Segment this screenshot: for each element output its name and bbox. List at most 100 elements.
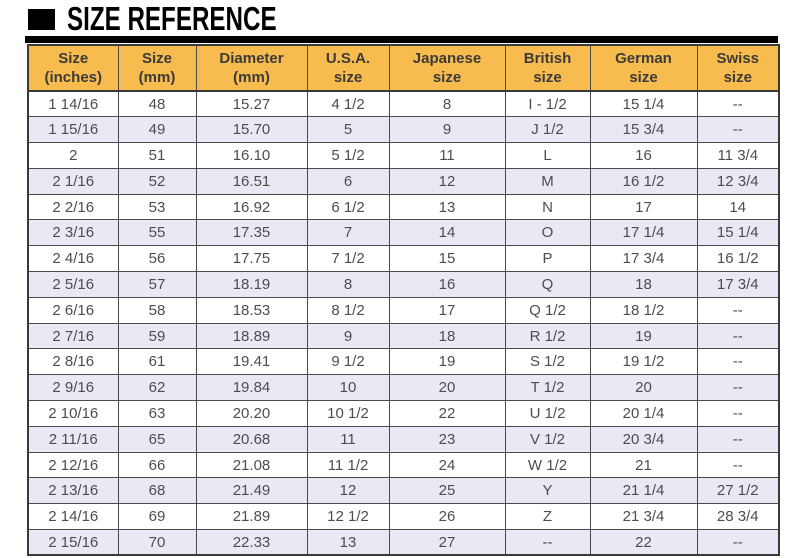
table-cell: -- xyxy=(696,400,780,427)
table-cell: -- xyxy=(696,90,780,118)
table-cell: 17.35 xyxy=(195,219,308,247)
table-cell: -- xyxy=(696,296,780,324)
table-cell: 55 xyxy=(117,219,197,247)
table-cell: 2 10/16 xyxy=(27,400,119,427)
table-cell: W 1/2 xyxy=(504,451,591,479)
table-cell: 14 xyxy=(696,193,780,221)
table-cell: 18 xyxy=(388,322,506,350)
table-cell: 2 7/16 xyxy=(27,322,119,350)
table-cell: 9 xyxy=(306,322,390,350)
column-header: Diameter (mm) xyxy=(195,44,308,92)
table-cell: 15 3/4 xyxy=(589,116,698,144)
black-square-icon xyxy=(28,8,55,30)
table-cell: 56 xyxy=(117,245,197,273)
table-cell: 48 xyxy=(117,90,197,118)
table-cell: 21 1/4 xyxy=(589,477,698,505)
table-cell: 70 xyxy=(117,529,197,556)
table-cell: 5 1/2 xyxy=(306,142,390,169)
column-header: Japanese size xyxy=(388,44,506,92)
table-cell: 11 1/2 xyxy=(306,451,390,479)
table-cell: -- xyxy=(696,425,780,453)
size-table: Size (inches) Size (mm) Diameter (mm) U.S.A… xyxy=(27,44,780,557)
table-cell: V 1/2 xyxy=(504,425,591,453)
table-cell: -- xyxy=(696,451,780,479)
table-cell: 15 1/4 xyxy=(589,90,698,118)
table-cell: 2 xyxy=(27,142,119,169)
table-cell: 2 11/16 xyxy=(27,425,119,453)
table-cell: 53 xyxy=(117,193,197,221)
table-cell: 18 xyxy=(589,271,698,298)
table-cell: 16 xyxy=(589,142,698,169)
table-cell: 16.92 xyxy=(195,193,308,221)
column-header: Swiss size xyxy=(696,44,780,92)
table-cell: 16.10 xyxy=(195,142,308,169)
table-cell: 17.75 xyxy=(195,245,308,273)
table-cell: 1 14/16 xyxy=(27,90,119,118)
table-cell: 15 1/4 xyxy=(696,219,780,247)
table-cell: 15.27 xyxy=(195,90,308,118)
table-row: 2 13/16 68 21.49 12 25 Y 21 1/4 27 1/2 xyxy=(27,477,780,505)
table-cell: 2 9/16 xyxy=(27,374,119,402)
table-cell: -- xyxy=(696,322,780,350)
table-cell: 2 2/16 xyxy=(27,193,119,221)
table-cell: 2 6/16 xyxy=(27,296,119,324)
table-cell: 21 xyxy=(589,451,698,479)
table-cell: 57 xyxy=(117,271,197,298)
table-cell: 26 xyxy=(388,503,506,531)
table-cell: 8 xyxy=(388,90,506,118)
title-divider xyxy=(25,36,778,43)
column-header: British size xyxy=(504,44,591,92)
table-cell: 25 xyxy=(388,477,506,505)
table-cell: 23 xyxy=(388,425,506,453)
table-row: 2 6/16 58 18.53 8 1/2 17 Q 1/2 18 1/2 -- xyxy=(27,296,780,324)
table-cell: 12 1/2 xyxy=(306,503,390,531)
table-cell: 68 xyxy=(117,477,197,505)
table-cell: 51 xyxy=(117,142,197,169)
table-cell: 62 xyxy=(117,374,197,402)
table-cell: O xyxy=(504,219,591,247)
table-cell: 2 13/16 xyxy=(27,477,119,505)
column-header: U.S.A. size xyxy=(306,44,390,92)
table-cell: 13 xyxy=(306,529,390,556)
table-cell: 18 1/2 xyxy=(589,296,698,324)
table-cell: 21.08 xyxy=(195,451,308,479)
table-cell: 20 3/4 xyxy=(589,425,698,453)
table-cell: 63 xyxy=(117,400,197,427)
page-title: SIZE REFERENCE xyxy=(67,0,277,38)
table-cell: 66 xyxy=(117,451,197,479)
table-cell: 2 15/16 xyxy=(27,529,119,556)
table-cell: 2 4/16 xyxy=(27,245,119,273)
table-cell: 49 xyxy=(117,116,197,144)
table-row: 2 11/16 65 20.68 11 23 V 1/2 20 3/4 -- xyxy=(27,425,780,453)
table-cell: 15 xyxy=(388,245,506,273)
table-cell: 21 3/4 xyxy=(589,503,698,531)
table-cell: 20 xyxy=(388,374,506,402)
column-header: German size xyxy=(589,44,698,92)
table-cell: 8 xyxy=(306,271,390,298)
table-cell: 11 xyxy=(306,425,390,453)
table-cell: 24 xyxy=(388,451,506,479)
column-header: Size (mm) xyxy=(117,44,197,92)
table-cell: 19.41 xyxy=(195,348,308,376)
table-cell: 18.19 xyxy=(195,271,308,298)
table-cell: R 1/2 xyxy=(504,322,591,350)
table-row: 2 1/16 52 16.51 6 12 M 16 1/2 12 3/4 xyxy=(27,167,780,195)
table-cell: 20 xyxy=(589,374,698,402)
table-cell: M xyxy=(504,167,591,195)
table-cell: 22.33 xyxy=(195,529,308,556)
table-cell: 17 3/4 xyxy=(589,245,698,273)
table-row: 1 15/16 49 15.70 5 9 J 1/2 15 3/4 -- xyxy=(27,116,780,144)
table-cell: -- xyxy=(696,529,780,556)
table-cell: 14 xyxy=(388,219,506,247)
table-cell: 17 xyxy=(589,193,698,221)
table-cell: 61 xyxy=(117,348,197,376)
table-cell: 2 3/16 xyxy=(27,219,119,247)
table-cell: T 1/2 xyxy=(504,374,591,402)
table-cell: 11 3/4 xyxy=(696,142,780,169)
table-cell: 18.89 xyxy=(195,322,308,350)
table-cell: 2 5/16 xyxy=(27,271,119,298)
table-cell: -- xyxy=(696,116,780,144)
table-cell: 22 xyxy=(388,400,506,427)
table-cell: 10 xyxy=(306,374,390,402)
